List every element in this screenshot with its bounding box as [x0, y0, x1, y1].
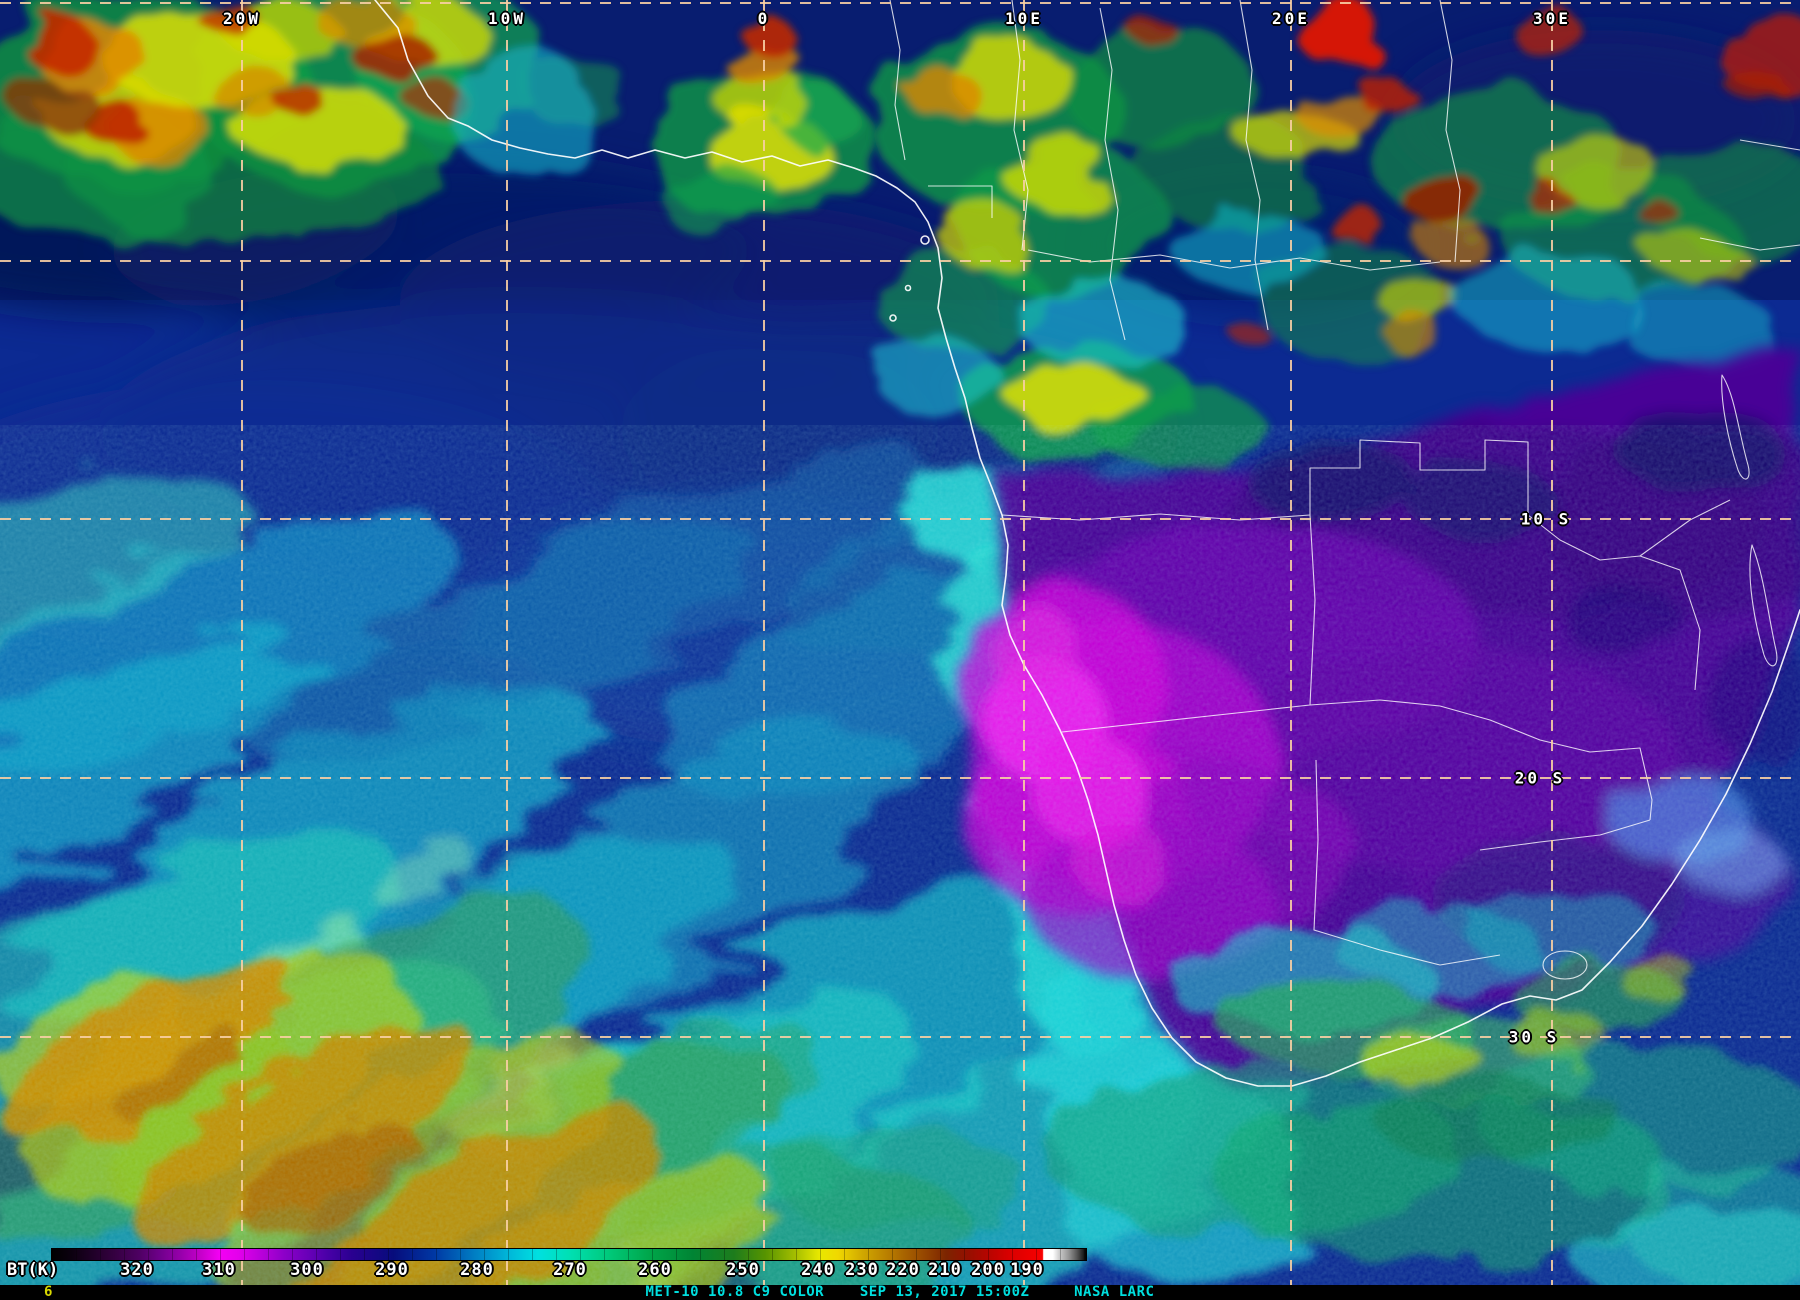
- colorbar: [51, 1248, 1087, 1261]
- longitude-label: 10W: [488, 9, 526, 28]
- colorbar-tick-label: 270: [553, 1260, 587, 1280]
- colorbar-tick-label: 320: [120, 1260, 154, 1280]
- parallel-line: [0, 777, 1800, 779]
- meridian-line: [1551, 0, 1553, 1285]
- colorbar-tick-label: 190: [1010, 1260, 1044, 1280]
- colorbar-tick-label: 280: [460, 1260, 494, 1280]
- colorbar-tick-label: 300: [290, 1260, 324, 1280]
- colorbar-title: BT(K): [7, 1260, 59, 1280]
- colorbar-tick-label: 210: [928, 1260, 962, 1280]
- longitude-label: 0: [757, 9, 771, 28]
- footer-bar: 6 MET-10 10.8 C9 COLOR SEP 13, 2017 15:0…: [0, 1285, 1800, 1300]
- longitude-label: 20E: [1272, 9, 1310, 28]
- colorbar-tick-label: 290: [375, 1260, 409, 1280]
- longitude-label: 30E: [1533, 9, 1571, 28]
- colorbar-tick-label: 240: [801, 1260, 835, 1280]
- longitude-label: 10E: [1005, 9, 1043, 28]
- parallel-line: [0, 1036, 1800, 1038]
- colorbar-tick-label: 220: [886, 1260, 920, 1280]
- meridian-line: [763, 0, 765, 1285]
- meridian-line: [1290, 0, 1292, 1285]
- latitude-label: 30 S: [1508, 1027, 1560, 1047]
- parallel-line: [0, 2, 1800, 4]
- parallel-line: [0, 518, 1800, 520]
- latitude-label: 20 S: [1514, 768, 1566, 788]
- colorbar-tick-label: 260: [638, 1260, 672, 1280]
- meridian-line: [506, 0, 508, 1285]
- colorbar-tick-label: 200: [971, 1260, 1005, 1280]
- colorbar-tick-label: 230: [845, 1260, 879, 1280]
- longitude-label: 20W: [223, 9, 261, 28]
- colorbar-tick-label: 310: [202, 1260, 236, 1280]
- image-caption: MET-10 10.8 C9 COLOR SEP 13, 2017 15:00Z…: [645, 1284, 1155, 1300]
- meridian-line: [1023, 0, 1025, 1285]
- latitude-label: 10 S: [1520, 509, 1572, 529]
- meridian-line: [241, 0, 243, 1285]
- parallel-line: [0, 260, 1800, 262]
- frame-number: 6: [44, 1284, 53, 1300]
- colorbar-tick-label: 250: [726, 1260, 760, 1280]
